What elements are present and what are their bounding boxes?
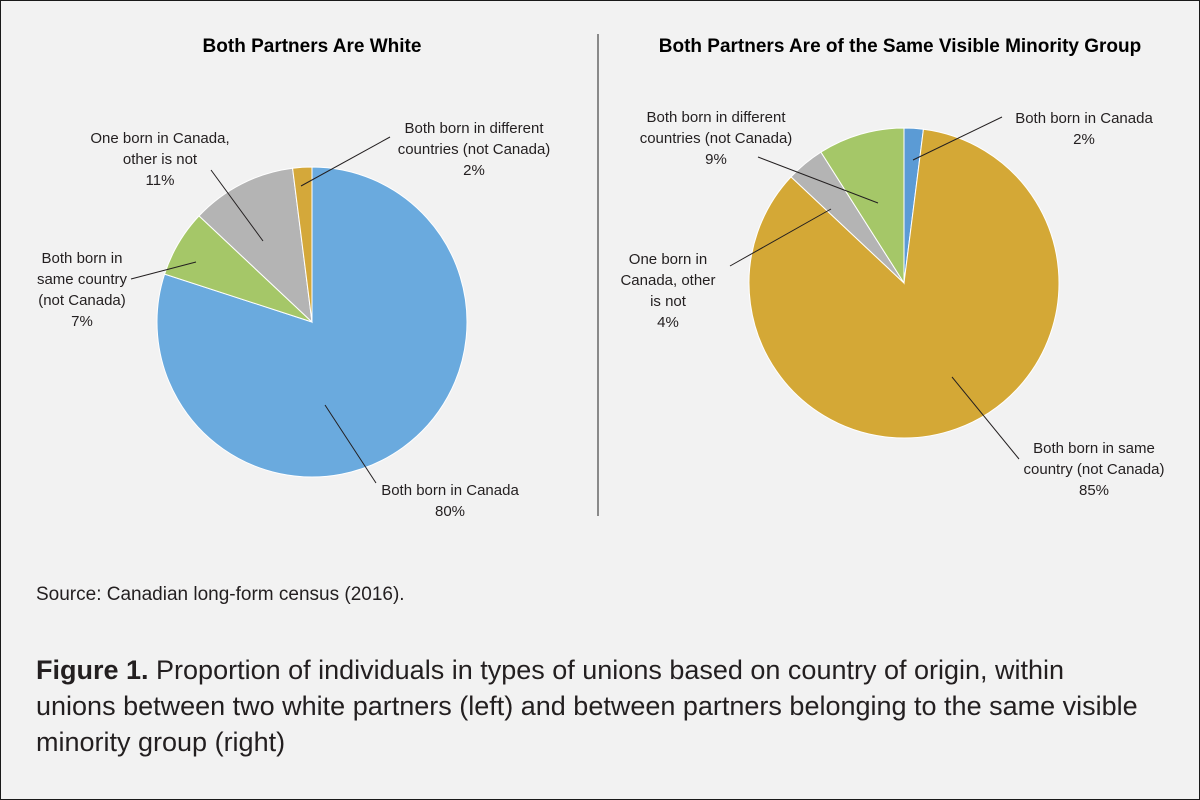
- pie-chart-visible-minority: [748, 127, 1060, 439]
- pie-1-label-2: Both born in same country (not Canada) 7%: [37, 250, 128, 330]
- figure-caption: Figure 1. Proportion of individuals in t…: [36, 652, 1146, 760]
- pie-1-label-2-line-1: Both born in: [42, 250, 123, 267]
- pie-2-pct-2: 85%: [1079, 482, 1109, 499]
- pie-2-label-2: Both born in same country (not Canada) 85%: [1024, 440, 1165, 499]
- pie-1-leader-1: [324, 404, 377, 484]
- pie-2-label-3-line-1: One born in: [629, 251, 707, 268]
- pie-1-label-3-line-1: One born in Canada,: [90, 130, 229, 147]
- pie-1-pct-3: 11%: [146, 172, 175, 189]
- pie-2-label-3-line-2: Canada, other: [620, 272, 715, 289]
- pie-2-label-4-line-2: countries (not Canada): [640, 130, 793, 147]
- pie-1-pct-4: 2%: [463, 162, 485, 179]
- pie-2-label-4: Both born in different countries (not Can…: [640, 109, 793, 168]
- pie-1-leader-4: [300, 136, 391, 187]
- pie-1-label-4: Both born in different countries (not Can…: [398, 120, 551, 179]
- pie-labels-white: Both born in Canada 80% Both born in same c…: [37, 120, 550, 520]
- pie-1-leader-3: [210, 169, 264, 242]
- pie-1-slice-4: [292, 166, 313, 323]
- pie-1-label-2-line-3: (not Canada): [38, 292, 126, 309]
- pie-2-pct-4: 9%: [705, 151, 727, 168]
- pie-1-label-3-line-2: other is not: [123, 151, 198, 168]
- figure-caption-lead: Figure 1.: [36, 655, 149, 685]
- pie-1-pct-1: 80%: [435, 503, 465, 520]
- pie-1-slice-3: [198, 167, 313, 324]
- chart-2-title: Both Partners Are of the Same Visible Mi…: [659, 36, 1141, 57]
- pie-2-label-2-line-2: country (not Canada): [1024, 461, 1165, 478]
- pie-2-leader-2: [951, 376, 1020, 460]
- pie-2-label-3: One born in Canada, other is not 4%: [620, 251, 715, 331]
- pie-labels-visible-minority: Both born in Canada 2% Both born in same co…: [620, 109, 1164, 499]
- pie-2-leader-3: [729, 208, 832, 267]
- pie-2-pct-1: 2%: [1073, 131, 1095, 148]
- charts-canvas: Both Partners Are White Both born in Can…: [37, 34, 1164, 520]
- pie-1-leader-2: [130, 261, 197, 280]
- chart-1-title: Both Partners Are White: [203, 36, 422, 57]
- pie-1-label-4-line-2: countries (not Canada): [398, 141, 551, 158]
- pie-2-label-1-line-1: Both born in Canada: [1015, 110, 1153, 127]
- source-note: Source: Canadian long-form census (2016)…: [36, 584, 405, 605]
- figure-caption-text: Proportion of individuals in types of un…: [36, 655, 1138, 757]
- pie-2-label-2-line-1: Both born in same: [1033, 440, 1155, 457]
- pie-2-leader-1: [912, 116, 1003, 161]
- pie-1-label-2-line-2: same country: [37, 271, 128, 288]
- pie-1-pct-2: 7%: [71, 313, 93, 330]
- pie-2-label-1: Both born in Canada 2%: [1015, 110, 1153, 148]
- pie-chart-white: [156, 166, 468, 478]
- pie-1-label-1: Both born in Canada 80%: [381, 482, 519, 520]
- pie-2-label-3-line-3: is not: [650, 293, 687, 310]
- pie-2-label-4-line-1: Both born in different: [647, 109, 787, 126]
- pie-2-pct-3: 4%: [657, 314, 679, 331]
- pie-2-leader-4: [757, 156, 879, 204]
- pie-1-label-1-line-1: Both born in Canada: [381, 482, 519, 499]
- pie-1-slice-1: [156, 166, 468, 478]
- pie-1-label-4-line-1: Both born in different: [405, 120, 545, 137]
- pie-1-label-3: One born in Canada, other is not 11%: [90, 130, 229, 189]
- pie-2-slice-4: [820, 127, 905, 285]
